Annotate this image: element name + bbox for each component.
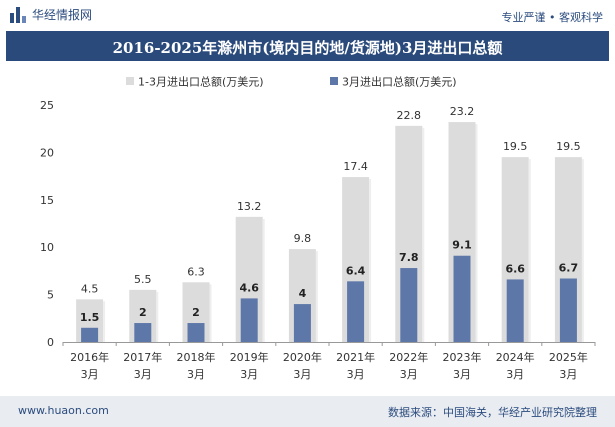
data-label-total: 5.5 xyxy=(134,273,152,286)
bar-total-shadow xyxy=(209,284,212,342)
legend-label-1: 1-3月进出口总额(万美元) xyxy=(138,75,264,89)
bar-march xyxy=(240,298,258,342)
data-label-march: 9.1 xyxy=(452,239,472,252)
data-label-total: 23.2 xyxy=(450,105,475,118)
bar-march xyxy=(347,281,365,342)
y-tick-label: 25 xyxy=(40,99,54,112)
x-tick-label-year: 2022年 xyxy=(389,350,428,364)
bar-march xyxy=(81,327,99,342)
bar-total-shadow xyxy=(422,127,425,342)
bar-march xyxy=(134,323,152,342)
bar-march xyxy=(559,278,577,342)
x-tick-label-year: 2023年 xyxy=(443,350,482,364)
bar-march xyxy=(506,279,524,342)
x-tick-label-month: 3月 xyxy=(81,368,99,381)
x-tick-label-year: 2020年 xyxy=(283,350,322,364)
x-tick-label-year: 2024年 xyxy=(496,350,535,364)
data-label-march: 4 xyxy=(299,287,307,300)
bar-march xyxy=(293,304,311,342)
x-tick-label-year: 2025年 xyxy=(549,350,588,364)
data-label-total: 19.5 xyxy=(503,140,528,153)
bar-march xyxy=(453,255,471,342)
y-tick-label: 10 xyxy=(40,241,54,254)
x-tick-label-month: 3月 xyxy=(453,368,471,381)
x-tick-label-year: 2017年 xyxy=(123,350,162,364)
x-tick-label-year: 2019年 xyxy=(230,350,269,364)
bar-total-shadow xyxy=(262,218,265,342)
data-label-total: 9.8 xyxy=(294,232,312,245)
data-label-march: 4.6 xyxy=(239,281,259,294)
bar-total-shadow xyxy=(528,159,531,342)
x-tick-label-month: 3月 xyxy=(240,368,258,381)
y-tick-label: 15 xyxy=(40,194,54,207)
top-bar: 华经情报网 专业严谨 • 客观科学 xyxy=(0,0,615,30)
data-label-march: 2 xyxy=(192,306,200,319)
y-tick-label: 5 xyxy=(47,289,54,302)
bar-total-shadow xyxy=(103,301,106,342)
data-source: 数据来源：中国海关，华经产业研究院整理 xyxy=(388,406,597,419)
data-label-total: 22.8 xyxy=(397,109,422,122)
data-label-total: 19.5 xyxy=(556,140,581,153)
x-tick-label-month: 3月 xyxy=(134,368,152,381)
data-label-march: 6.6 xyxy=(505,262,525,275)
x-tick-label-year: 2016年 xyxy=(70,350,109,364)
legend-swatch-2 xyxy=(330,77,338,85)
y-tick-label: 0 xyxy=(47,336,54,349)
bar-chart-icon xyxy=(10,6,26,23)
bar-total-shadow xyxy=(475,124,478,343)
data-label-march: 1.5 xyxy=(80,311,100,324)
legend-swatch-1 xyxy=(126,77,134,85)
x-tick-label-month: 3月 xyxy=(400,368,418,381)
x-tick-label-year: 2021年 xyxy=(336,350,375,364)
x-tick-label-year: 2018年 xyxy=(177,350,216,364)
data-label-total: 6.3 xyxy=(187,265,205,278)
x-tick-label-month: 3月 xyxy=(293,368,311,381)
bar-march xyxy=(187,323,205,342)
bar-total-shadow xyxy=(156,291,159,342)
bar-march xyxy=(400,268,418,342)
title-bar: 2016-2025年滁州市(境内目的地/货源地)3月进出口总额 xyxy=(6,31,609,61)
footer-url[interactable]: www.huaon.com xyxy=(18,404,109,417)
data-label-total: 17.4 xyxy=(343,160,368,173)
data-label-total: 13.2 xyxy=(237,200,262,213)
x-tick-label-month: 3月 xyxy=(506,368,524,381)
x-tick-label-month: 3月 xyxy=(187,368,205,381)
brand-name: 华经情报网 xyxy=(32,8,93,22)
legend-label-2: 3月进出口总额(万美元) xyxy=(342,75,457,89)
slogan: 专业严谨 • 客观科学 xyxy=(501,11,603,24)
footer: www.huaon.com 数据来源：中国海关，华经产业研究院整理 xyxy=(0,396,615,427)
chart-title: 2016-2025年滁州市(境内目的地/货源地)3月进出口总额 xyxy=(112,39,503,57)
bar-total-shadow xyxy=(369,179,372,342)
x-tick-label-month: 3月 xyxy=(559,368,577,381)
x-tick-label-month: 3月 xyxy=(347,368,365,381)
bar-total-shadow xyxy=(315,251,318,342)
data-label-total: 4.5 xyxy=(81,282,99,295)
data-label-march: 2 xyxy=(139,306,147,319)
bar-total-shadow xyxy=(581,159,584,342)
brand-logo[interactable]: 华经情报网 xyxy=(10,6,92,23)
data-label-march: 7.8 xyxy=(399,251,419,264)
data-label-march: 6.4 xyxy=(346,264,366,277)
data-label-march: 6.7 xyxy=(559,261,579,274)
y-tick-label: 20 xyxy=(40,146,54,159)
